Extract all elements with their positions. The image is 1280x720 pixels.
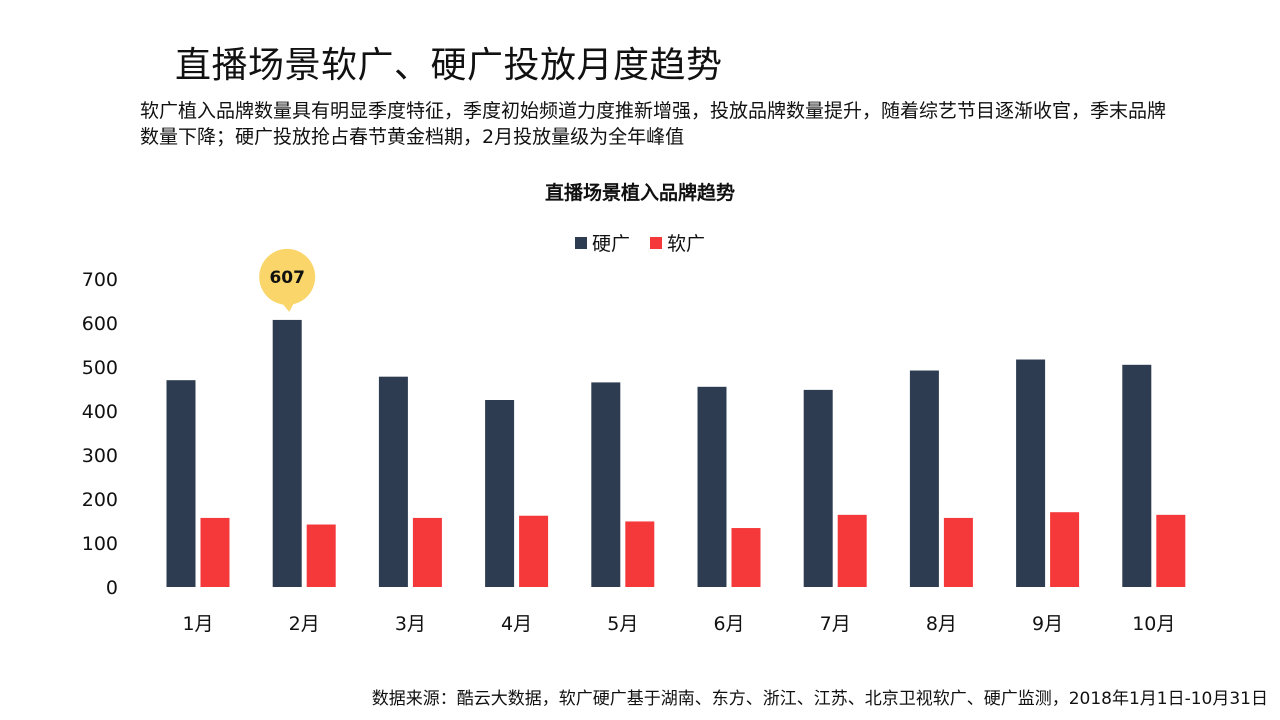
x-tick-label: 4月	[501, 613, 532, 635]
bar-soft-ad	[306, 524, 336, 587]
bar-soft-ad	[731, 528, 761, 587]
legend-item-hard: 硬广	[574, 229, 630, 256]
bar-soft-ad	[200, 517, 230, 587]
y-tick-label: 200	[82, 489, 118, 511]
bar-soft-ad	[625, 521, 655, 587]
bar-hard-ad	[591, 382, 621, 587]
y-tick-label: 700	[82, 269, 118, 291]
legend-swatch-soft	[650, 236, 662, 249]
page-title: 直播场景软广、硬广投放月度趋势	[175, 45, 723, 86]
bar-soft-ad	[943, 517, 973, 587]
value-callout: 607	[259, 248, 316, 312]
x-tick-label: 1月	[182, 613, 213, 635]
x-tick-label: 3月	[395, 613, 426, 635]
bar-hard-ad	[166, 380, 196, 587]
bar-hard-ad	[697, 386, 727, 587]
x-tick-label: 8月	[926, 613, 957, 635]
bar-soft-ad	[1050, 512, 1080, 587]
y-tick-label: 0	[106, 577, 118, 599]
bar-soft-ad	[837, 514, 867, 587]
x-tick-label: 2月	[289, 613, 320, 635]
bar-hard-ad	[1016, 359, 1046, 587]
bar-soft-ad	[519, 515, 549, 587]
x-tick-label: 9月	[1032, 613, 1063, 635]
bar-soft-ad	[412, 517, 442, 587]
callout-value-label: 607	[269, 268, 305, 288]
legend-label-soft: 软广	[667, 233, 706, 255]
legend-swatch-hard	[574, 236, 587, 249]
x-tick-label: 10月	[1132, 613, 1175, 635]
bar-hard-ad	[909, 370, 939, 587]
bar-hard-ad	[803, 389, 833, 587]
y-tick-label: 100	[82, 533, 118, 555]
x-tick-label: 6月	[713, 613, 744, 635]
chart-legend: 硬广 软广	[0, 229, 1280, 256]
x-tick-label: 7月	[820, 613, 851, 635]
y-tick-label: 500	[82, 357, 118, 379]
page-subtitle: 软广植入品牌数量具有明显季度特征，季度初始频道力度推新增强，投放品牌数量提升，随…	[140, 100, 1167, 148]
chart-title: 直播场景植入品牌趋势	[544, 182, 735, 204]
legend-item-soft: 软广	[650, 229, 705, 256]
bar-soft-ad	[1156, 514, 1186, 587]
bar-hard-ad	[272, 319, 302, 587]
legend-label-hard: 硬广	[591, 233, 630, 255]
x-tick-label: 5月	[607, 613, 638, 635]
bar-hard-ad	[1122, 364, 1152, 587]
y-tick-label: 300	[82, 445, 118, 467]
bar-hard-ad	[378, 376, 408, 587]
bar-hard-ad	[485, 400, 515, 587]
y-tick-label: 400	[82, 401, 118, 423]
data-source-note: 数据来源：酷云大数据，软广硬广基于湖南、东方、浙江、江苏、北京卫视软广、硬广监测…	[371, 689, 1268, 709]
y-tick-label: 600	[82, 313, 118, 335]
